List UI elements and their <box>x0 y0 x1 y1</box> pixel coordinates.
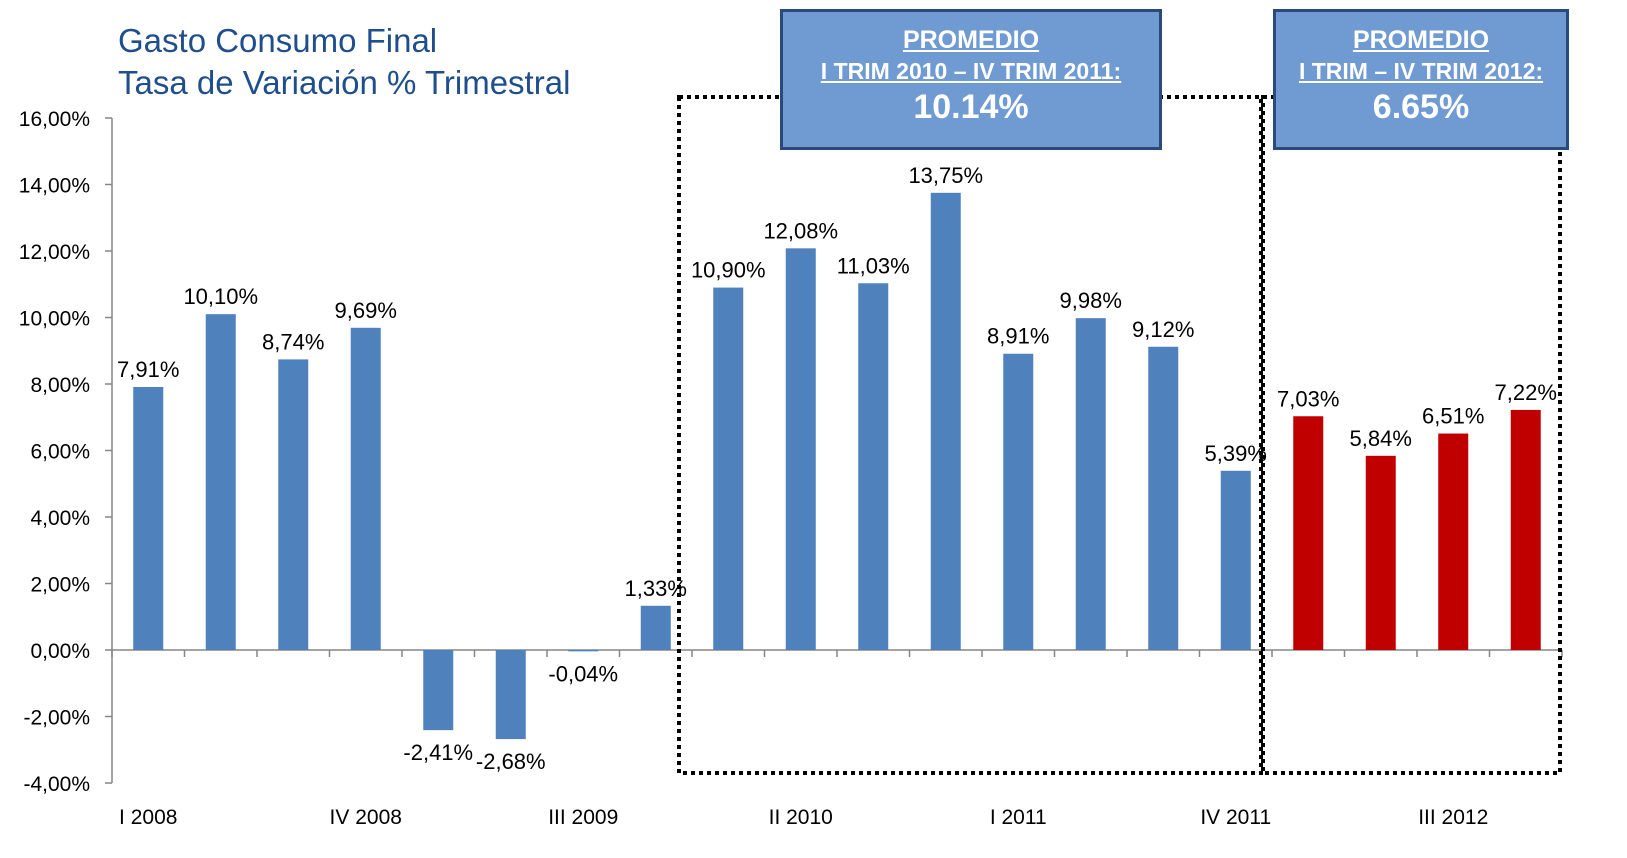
bar <box>1510 409 1541 650</box>
data-label: 9,69% <box>335 298 397 323</box>
chart-subtitle: Tasa de Variación % Trimestral <box>118 64 571 101</box>
chart-bars <box>133 192 1541 740</box>
data-label: 9,12% <box>1132 317 1194 342</box>
data-label: -2,41% <box>403 740 473 765</box>
data-label: 9,98% <box>1060 288 1122 313</box>
highlight-box-2012 <box>1261 95 1562 775</box>
bar <box>1220 470 1251 650</box>
bar <box>1365 455 1396 650</box>
x-tick-labels: I 2008 IV 2008 III 2009 II 2010 I 2011 IV 201… <box>119 806 1488 829</box>
data-label: -2,68% <box>476 749 546 774</box>
y-tick-label: 0,00% <box>30 640 90 663</box>
y-tick-label: -2,00% <box>23 707 90 730</box>
average-box-2012: PROMEDIO I TRIM – IV TRIM 2012: 6.65% <box>1273 9 1569 150</box>
x-tick-label: I 2011 <box>990 806 1047 829</box>
data-label: 8,91% <box>987 324 1049 349</box>
y-tick-label: 10,00% <box>19 308 90 331</box>
x-tick-label: I 2008 <box>119 806 177 829</box>
data-label: 10,10% <box>183 284 258 309</box>
bar <box>1438 433 1469 650</box>
y-tick-label: 14,00% <box>19 175 90 198</box>
average-value: 6.65% <box>1372 88 1470 126</box>
bar <box>350 327 381 650</box>
bar <box>1003 353 1034 650</box>
bar <box>640 605 671 650</box>
average-box-2010-2011: PROMEDIO I TRIM 2010 – IV TRIM 2011: 10.… <box>780 9 1162 150</box>
chart-title: Gasto Consumo Final <box>118 22 438 59</box>
data-label: -0,04% <box>548 661 618 686</box>
bar <box>858 283 889 650</box>
bar <box>1148 346 1179 650</box>
y-tick-label: 4,00% <box>30 507 90 530</box>
data-label: 5,39% <box>1205 441 1267 466</box>
data-label: 5,84% <box>1350 426 1412 451</box>
bar <box>133 386 164 650</box>
bar <box>1293 416 1324 650</box>
average-period: I TRIM – IV TRIM 2012: <box>1298 58 1544 84</box>
bar <box>423 650 454 731</box>
bar <box>495 650 526 740</box>
average-heading: PROMEDIO <box>902 26 1040 54</box>
data-label: 1,33% <box>625 576 687 601</box>
data-label: 6,51% <box>1422 404 1484 429</box>
data-label: 7,03% <box>1277 386 1339 411</box>
bar <box>785 248 816 650</box>
data-label: 10,90% <box>691 258 766 283</box>
data-label: 12,08% <box>763 218 838 243</box>
bar <box>930 192 961 650</box>
data-label: 11,03% <box>837 253 910 278</box>
bar <box>713 287 744 650</box>
y-tick-label: -4,00% <box>23 773 90 796</box>
data-label: 7,22% <box>1495 380 1557 405</box>
y-tick-label: 6,00% <box>30 441 90 464</box>
x-tick-label: III 2009 <box>548 806 618 829</box>
average-value: 10.14% <box>913 88 1029 126</box>
average-heading: PROMEDIO <box>1352 26 1490 54</box>
data-label: 8,74% <box>262 329 324 354</box>
average-period: I TRIM 2010 – IV TRIM 2011: <box>820 58 1122 84</box>
y-tick-label: 12,00% <box>19 241 90 264</box>
y-tick-label: 8,00% <box>30 374 90 397</box>
x-tick-label: IV 2011 <box>1200 806 1271 829</box>
x-tick-label: III 2012 <box>1418 806 1488 829</box>
data-labels: 7,91% 10,10%8,74% 9,69% -2,41% -2,68% -0,04% 1… <box>117 163 1557 774</box>
bar <box>1075 318 1106 650</box>
bar <box>568 650 599 652</box>
data-label: 13,75% <box>908 163 983 188</box>
y-tick-label: 16,00% <box>19 108 90 131</box>
x-tick-label: IV 2008 <box>330 806 402 829</box>
bar <box>278 359 309 650</box>
data-label: 7,91% <box>117 357 179 382</box>
x-tick-label: II 2010 <box>769 806 833 829</box>
bar <box>205 314 236 650</box>
y-tick-labels: -4,00% -2,00% 0,00% 2,00% 4,00% 6,00% 8,00% 10,… <box>19 108 90 796</box>
y-tick-label: 2,00% <box>30 574 90 597</box>
